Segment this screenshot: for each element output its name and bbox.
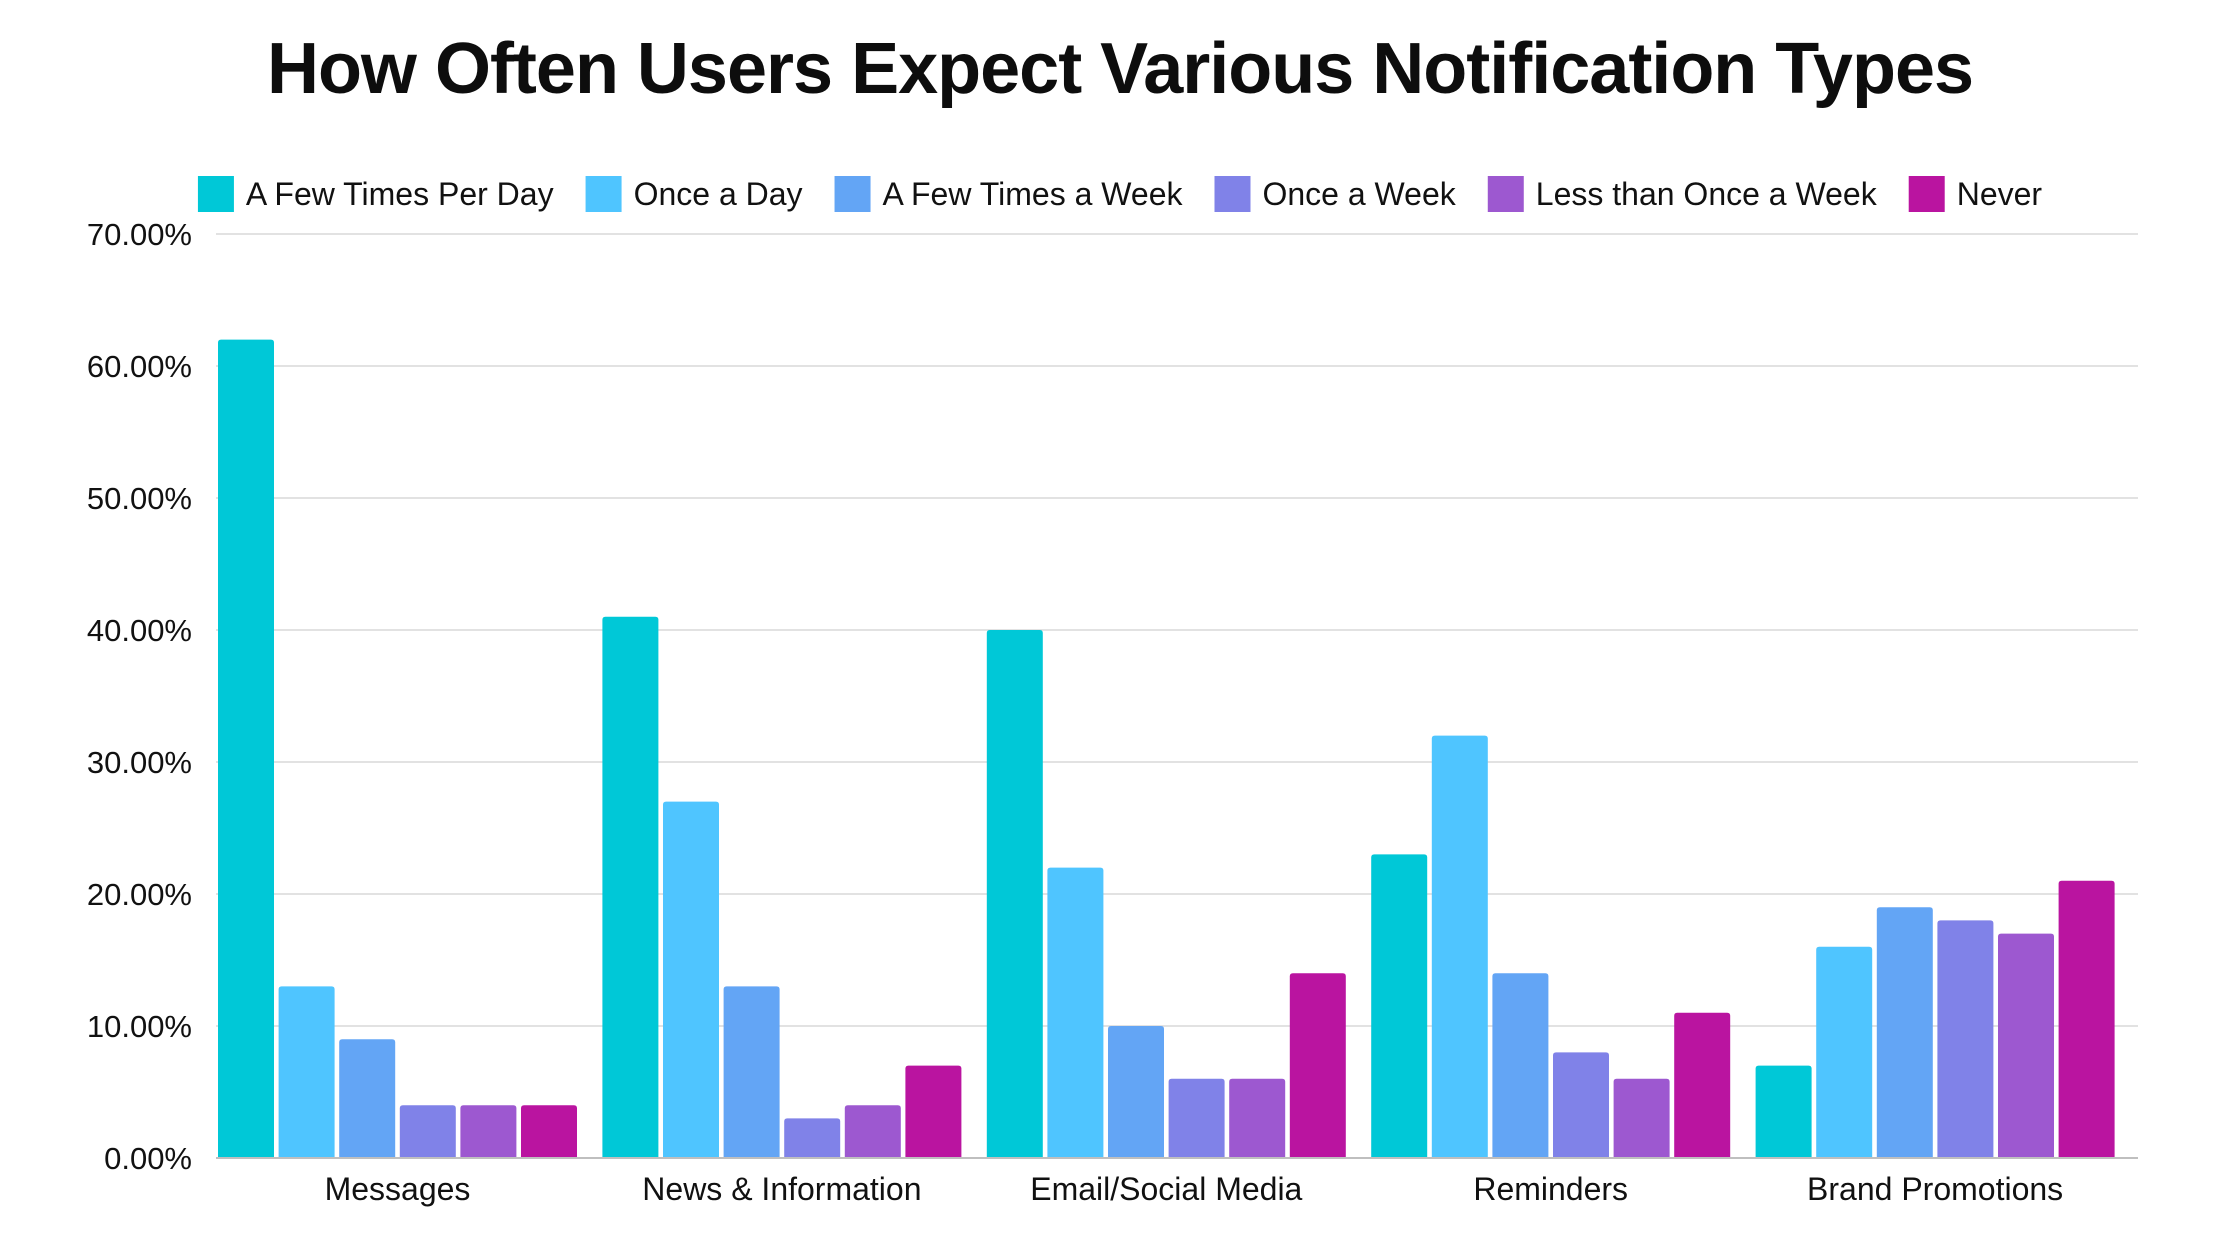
bar	[1937, 920, 1994, 1158]
bar	[1998, 933, 2054, 1158]
bar	[1108, 1026, 1164, 1158]
legend-item: A Few Times a Week	[834, 176, 1184, 212]
y-tick-label: 50.00%	[87, 481, 192, 516]
bar	[1613, 1078, 1670, 1158]
legend-item: Once a Day	[585, 176, 803, 212]
x-tick-label: Brand Promotions	[1807, 1171, 2063, 1207]
legend-item: A Few Times Per Day	[197, 176, 554, 212]
chart-title: How Often Users Expect Various Notificat…	[266, 29, 1974, 109]
bar	[784, 1118, 841, 1158]
y-tick-label: 70.00%	[87, 217, 192, 252]
legend-label: Once a Day	[634, 176, 803, 212]
bar	[1674, 1012, 1731, 1158]
legend-label: Less than Once a Week	[1536, 176, 1878, 212]
legend-item: Less than Once a Week	[1487, 176, 1878, 212]
bar	[1168, 1078, 1225, 1158]
bar	[218, 339, 274, 1159]
legend-label: A Few Times Per Day	[246, 176, 554, 212]
legend-swatch	[585, 176, 622, 212]
x-tick-label: Email/Social Media	[1030, 1171, 1302, 1207]
bar-layer	[218, 339, 2115, 1159]
x-tick-label: News & Information	[642, 1171, 921, 1207]
bar	[602, 616, 659, 1158]
bar	[1492, 973, 1549, 1158]
x-tick-label: Reminders	[1473, 1171, 1628, 1207]
bar	[663, 801, 719, 1158]
bar	[986, 630, 1043, 1158]
legend-swatch	[834, 176, 871, 212]
y-tick-label: 60.00%	[87, 349, 192, 384]
bar	[905, 1065, 962, 1158]
bar	[521, 1105, 577, 1158]
bar	[1371, 854, 1428, 1158]
legend-layer: A Few Times Per Day Once a Day A Few Times…	[197, 176, 2043, 212]
legend-swatch	[1487, 176, 1524, 212]
bar	[278, 986, 335, 1158]
legend-swatch	[197, 176, 234, 212]
bar	[723, 986, 780, 1158]
bar	[1229, 1078, 1286, 1158]
bar	[1289, 973, 1346, 1158]
bar	[399, 1105, 456, 1158]
legend-label: Once a Week	[1262, 176, 1456, 212]
legend-item: Once a Week	[1214, 176, 1457, 212]
legend-swatch	[1908, 176, 1945, 212]
y-tick-label: 30.00%	[87, 745, 192, 780]
y-tick-label: 10.00%	[87, 1009, 192, 1044]
grid-layer	[216, 233, 2138, 1027]
bar	[1553, 1052, 1609, 1158]
bar	[460, 1105, 517, 1158]
bar	[1816, 946, 1873, 1158]
legend-swatch	[1214, 176, 1251, 212]
x-tick-label: Messages	[325, 1171, 471, 1207]
bar	[1047, 867, 1104, 1158]
bar	[339, 1039, 396, 1158]
y-tick-label: 0.00%	[104, 1141, 192, 1176]
bar	[2058, 880, 2115, 1158]
y-tick-label: 20.00%	[87, 877, 192, 912]
bar	[1876, 907, 1933, 1158]
axis-layer: 0.00% 10.00% 20.00% 30.00% 40.00% 50.00% 60.00…	[87, 217, 2138, 1207]
bar	[1431, 735, 1488, 1158]
bar	[844, 1105, 901, 1158]
legend-label: A Few Times a Week	[883, 176, 1184, 212]
y-tick-label: 40.00%	[87, 613, 192, 648]
bar	[1755, 1065, 1812, 1158]
legend-label: Never	[1957, 176, 2043, 212]
legend-item: Never	[1908, 176, 2043, 212]
